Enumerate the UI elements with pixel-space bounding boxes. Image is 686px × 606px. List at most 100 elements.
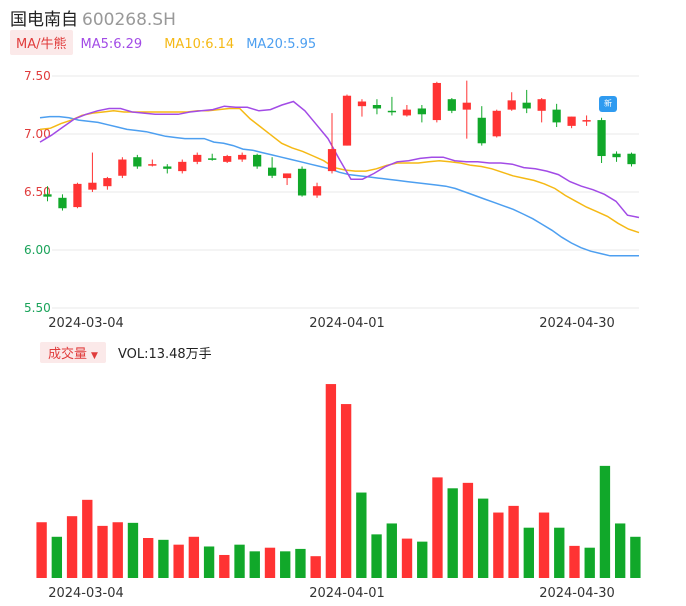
candle-body	[297, 168, 307, 196]
volume-bar	[127, 522, 139, 578]
candle-body	[612, 153, 621, 158]
candle-body	[267, 167, 277, 176]
candle	[627, 152, 636, 167]
candle	[612, 151, 621, 162]
candle	[297, 166, 307, 197]
candle-body	[312, 186, 322, 196]
candle	[118, 157, 127, 179]
candle-body	[253, 154, 262, 167]
volume-bar	[386, 523, 397, 578]
candle-body	[552, 109, 561, 123]
volume-bar	[234, 544, 245, 578]
new-badge-icon[interactable]: 新	[599, 96, 617, 112]
stock-code: 600268.SH	[82, 10, 176, 30]
candle	[58, 194, 67, 211]
candle-body	[103, 178, 112, 187]
candle-body	[118, 159, 127, 176]
candle-body	[58, 197, 67, 209]
volume-button-label: 成交量	[48, 347, 88, 362]
candle-body	[372, 105, 382, 109]
candle	[372, 99, 382, 115]
volume-bar	[630, 536, 641, 578]
x-tick-label: 2024-03-04	[48, 316, 124, 331]
candle	[88, 152, 97, 192]
candle-body	[148, 164, 157, 166]
candle	[73, 182, 82, 209]
volume-bar	[493, 512, 504, 578]
candle	[148, 159, 157, 167]
stock-name: 国电南自	[10, 10, 78, 30]
candle-body	[327, 149, 337, 172]
candle	[597, 117, 606, 163]
price-x-axis: 2024-03-04 2024-04-01 2024-04-30	[48, 316, 615, 331]
volume-bar	[82, 499, 93, 578]
candle	[327, 113, 337, 174]
volume-bar	[538, 512, 550, 578]
volume-bar	[173, 544, 184, 578]
candle	[253, 153, 262, 169]
candle	[43, 186, 52, 202]
candle	[163, 164, 172, 174]
volume-bar	[295, 548, 306, 578]
volume-bar	[614, 523, 626, 578]
candlestick-series	[43, 80, 636, 211]
candle	[193, 152, 202, 165]
volume-bar	[249, 551, 260, 578]
volume-bar	[203, 546, 215, 578]
x-tick-label: 2024-04-01	[309, 316, 385, 331]
candle-body	[432, 82, 441, 121]
volume-toggle-button[interactable]: 成交量 ▼	[40, 342, 106, 363]
candle-body	[462, 102, 471, 110]
candle	[103, 176, 112, 190]
candle-body	[223, 156, 232, 162]
candle	[552, 103, 561, 128]
volume-bar	[508, 505, 519, 578]
candle-body	[357, 101, 367, 107]
candle-body	[447, 99, 456, 111]
ma5-line	[39, 100, 640, 219]
candle-body	[208, 158, 217, 160]
volume-bar	[158, 539, 169, 578]
candle	[387, 96, 397, 116]
volume-bar	[66, 516, 78, 578]
x-tick-label: 2024-04-01	[309, 586, 385, 601]
stock-header: 国电南自 600268.SH	[10, 5, 176, 30]
ma-toggle-button[interactable]: MA/牛熊	[10, 30, 73, 55]
candle	[582, 115, 591, 126]
candle	[537, 98, 546, 123]
volume-value: VOL:13.48万手	[117, 347, 212, 362]
volume-bar	[219, 554, 230, 578]
candle	[357, 99, 367, 117]
candle	[267, 157, 277, 179]
volume-bar	[310, 556, 321, 578]
candle	[282, 173, 292, 186]
candle-body	[507, 100, 516, 110]
candle-body	[133, 157, 142, 167]
candle	[342, 94, 352, 146]
candle-body	[238, 154, 247, 160]
candle	[477, 106, 486, 146]
candle-body	[73, 183, 82, 208]
candle-body	[88, 182, 97, 190]
candle-body	[567, 116, 576, 126]
candle-body	[387, 110, 397, 113]
y-tick-label: 6.50	[24, 185, 51, 199]
volume-header: 成交量 ▼ VOL:13.48万手	[40, 342, 212, 363]
volume-bar	[325, 384, 337, 578]
y-tick-label: 6.00	[24, 243, 51, 257]
volume-bar	[569, 545, 580, 578]
candle-body	[193, 154, 202, 162]
candle-body	[342, 95, 352, 146]
candle-body	[402, 109, 412, 116]
y-tick-label: 7.00	[24, 127, 51, 141]
volume-bar	[356, 492, 367, 578]
candle	[492, 109, 501, 138]
volume-bar	[280, 551, 291, 578]
ma5-label: MA5:6.29	[80, 37, 143, 52]
ma10-label: MA10:6.14	[164, 37, 235, 52]
ma10-line	[39, 107, 640, 234]
price-y-axis: 7.50 7.00 6.50 6.00 5.50	[24, 69, 51, 315]
volume-bar	[599, 465, 611, 578]
candle	[567, 116, 576, 129]
